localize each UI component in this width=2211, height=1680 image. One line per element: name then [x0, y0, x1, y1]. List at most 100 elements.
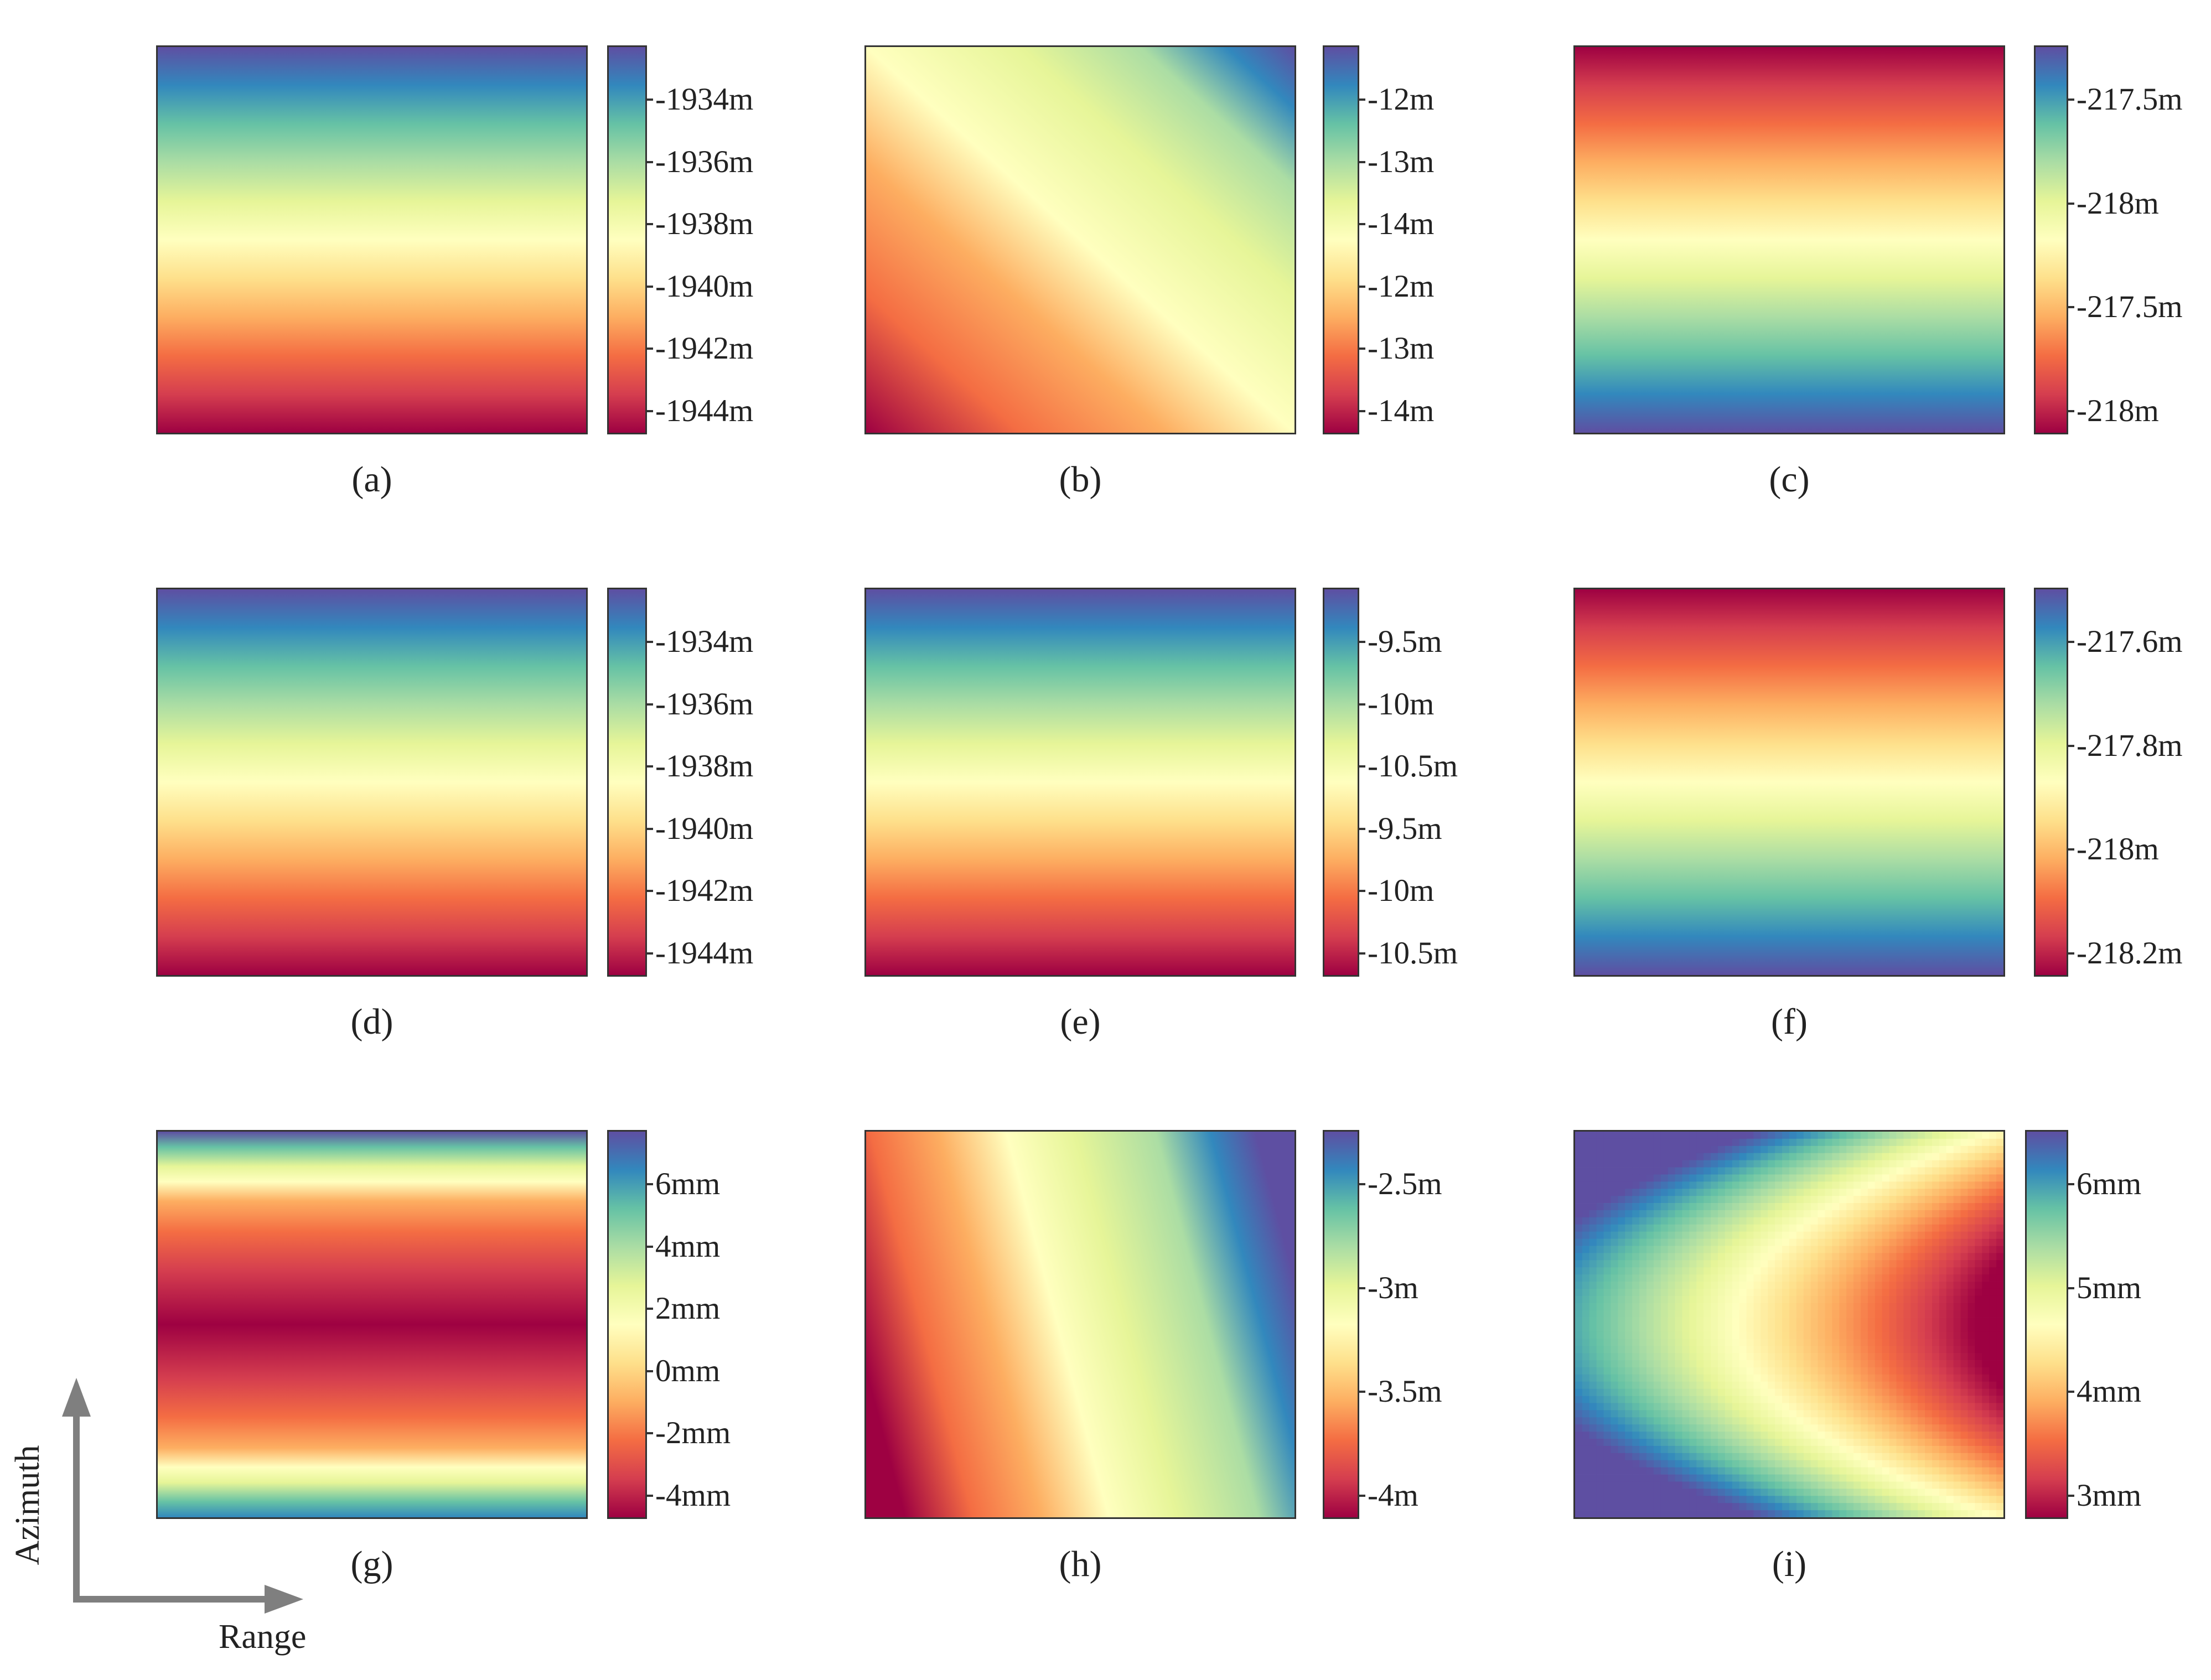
heatmap-cell-i	[1861, 1210, 1868, 1218]
heatmap-cell-i	[1760, 1331, 1768, 1339]
heatmap-cell-i	[1918, 1217, 1925, 1225]
heatmap-field-h	[866, 1132, 1295, 1517]
heatmap-cell-i	[1975, 1317, 1982, 1325]
heatmap-cell-i	[1982, 1453, 1990, 1461]
heatmap-cell-i	[1939, 1153, 1947, 1160]
heatmap-cell-i	[1646, 1282, 1654, 1289]
heatmap-cell-i	[1775, 1181, 1783, 1189]
heatmap-cell-i	[1796, 1295, 1804, 1304]
heatmap-cell-i	[1703, 1196, 1711, 1204]
heatmap-cell-i	[1882, 1317, 1889, 1325]
heatmap-cell-i	[1867, 1367, 1876, 1375]
heatmap-cell-i	[1732, 1260, 1740, 1268]
heatmap-cell-i	[1611, 1196, 1618, 1204]
heatmap-cell-i	[1946, 1203, 1954, 1211]
heatmap-cell-i	[1696, 1167, 1704, 1175]
heatmap-cell-i	[1653, 1445, 1661, 1454]
heatmap-cell-i	[1711, 1203, 1718, 1211]
heatmap-cell-i	[1668, 1224, 1675, 1232]
heatmap-cell-i	[1867, 1331, 1876, 1339]
heatmap-cell-i	[1675, 1181, 1682, 1189]
heatmap-cell-i	[1675, 1217, 1682, 1225]
heatmap-cell-i	[1596, 1439, 1604, 1446]
heatmap-cell-i	[1853, 1460, 1861, 1468]
heatmap-cell-i	[1589, 1189, 1597, 1196]
heatmap-cell-i	[1596, 1203, 1604, 1211]
heatmap-cell-i	[1675, 1424, 1682, 1432]
heatmap-cell-i	[1632, 1274, 1640, 1282]
heatmap-cell-i	[1668, 1181, 1675, 1189]
heatmap-cell-i	[1660, 1174, 1669, 1182]
heatmap-cell-i	[1653, 1189, 1661, 1196]
heatmap-cell-i	[1696, 1295, 1704, 1304]
heatmap-cell-i	[1939, 1238, 1947, 1246]
heatmap-cell-i	[1789, 1246, 1797, 1253]
heatmap-cell-i	[1882, 1253, 1889, 1261]
heatmap-cell-i	[1675, 1360, 1682, 1368]
heatmap-cell-i	[1639, 1167, 1647, 1175]
heatmap-cell-i	[1882, 1274, 1889, 1282]
heatmap-cell-i	[1689, 1360, 1697, 1368]
heatmap-cell-i	[1760, 1217, 1768, 1225]
heatmap-cell-i	[1582, 1138, 1590, 1147]
heatmap-cell-i	[1932, 1260, 1940, 1268]
heatmap-cell-i	[1739, 1246, 1747, 1253]
heatmap-cell-i	[1603, 1224, 1611, 1232]
heatmap-cell-i	[1739, 1331, 1747, 1339]
heatmap-cell-i	[1889, 1432, 1897, 1439]
heatmap-cell-i	[1653, 1253, 1661, 1261]
heatmap-cell-i	[1796, 1445, 1804, 1454]
heatmap-cell-i	[1639, 1403, 1647, 1411]
heatmap-cell-i	[1611, 1417, 1618, 1425]
heatmap-cell-i	[1803, 1396, 1811, 1403]
heatmap-cell-i	[1603, 1496, 1611, 1503]
heatmap-cell-i	[1903, 1481, 1911, 1489]
heatmap-cell-i	[1732, 1460, 1740, 1468]
heatmap-cell-i	[1575, 1439, 1583, 1446]
heatmap-cell-i	[1846, 1132, 1854, 1139]
colorbar-svg-i	[2027, 1132, 2067, 1517]
heatmap-cell-i	[1753, 1339, 1761, 1346]
heatmap-cell-i	[1668, 1203, 1675, 1211]
heatmap-svg-e	[866, 589, 1295, 975]
heatmap-cell-i	[1646, 1424, 1654, 1432]
heatmap-cell-i	[1753, 1132, 1761, 1139]
heatmap-cell-i	[1825, 1167, 1832, 1175]
heatmap-cell-i	[1810, 1489, 1818, 1496]
heatmap-cell-i	[1853, 1445, 1861, 1454]
heatmap-cell-i	[1889, 1267, 1897, 1275]
heatmap-cell-i	[1632, 1196, 1640, 1204]
heatmap-cell-i	[1739, 1238, 1747, 1246]
heatmap-cell-i	[1782, 1203, 1790, 1211]
heatmap-cell-i	[1939, 1203, 1947, 1211]
heatmap-cell-i	[1668, 1160, 1675, 1168]
heatmap-cell-i	[1996, 1331, 2003, 1339]
heatmap-cell-i	[1975, 1417, 1982, 1425]
heatmap-cell-i	[1825, 1310, 1832, 1318]
heatmap-cell-i	[1846, 1310, 1854, 1318]
heatmap-cell-i	[1582, 1203, 1590, 1211]
heatmap-cell-i	[1875, 1231, 1883, 1239]
heatmap-cell-i	[1825, 1489, 1832, 1496]
heatmap-cell-i	[1889, 1196, 1897, 1204]
heatmap-cell-i	[1818, 1260, 1825, 1268]
heatmap-cell-i	[1696, 1346, 1704, 1354]
heatmap-cell-i	[1803, 1360, 1811, 1368]
heatmap-cell-i	[1575, 1367, 1583, 1375]
heatmap-cell-i	[1717, 1432, 1726, 1439]
heatmap-cell-i	[1732, 1360, 1740, 1368]
heatmap-cell-i	[1646, 1510, 1654, 1517]
heatmap-cell-i	[1910, 1453, 1918, 1461]
heatmap-cell-i	[1796, 1132, 1804, 1139]
heatmap-cell-i	[1953, 1453, 1961, 1461]
heatmap-cell-i	[1975, 1403, 1982, 1411]
heatmap-cell-i	[1882, 1381, 1889, 1389]
heatmap-cell-i	[1760, 1367, 1768, 1375]
heatmap-cell-i	[1660, 1360, 1669, 1368]
tick-label: -1938m	[655, 206, 754, 242]
heatmap-cell-i	[1925, 1496, 1933, 1503]
heatmap-cell-i	[1575, 1317, 1583, 1325]
heatmap-cell-i	[1603, 1396, 1611, 1403]
heatmap-cell-i	[1589, 1153, 1597, 1160]
heatmap-cell-i	[1746, 1174, 1754, 1182]
